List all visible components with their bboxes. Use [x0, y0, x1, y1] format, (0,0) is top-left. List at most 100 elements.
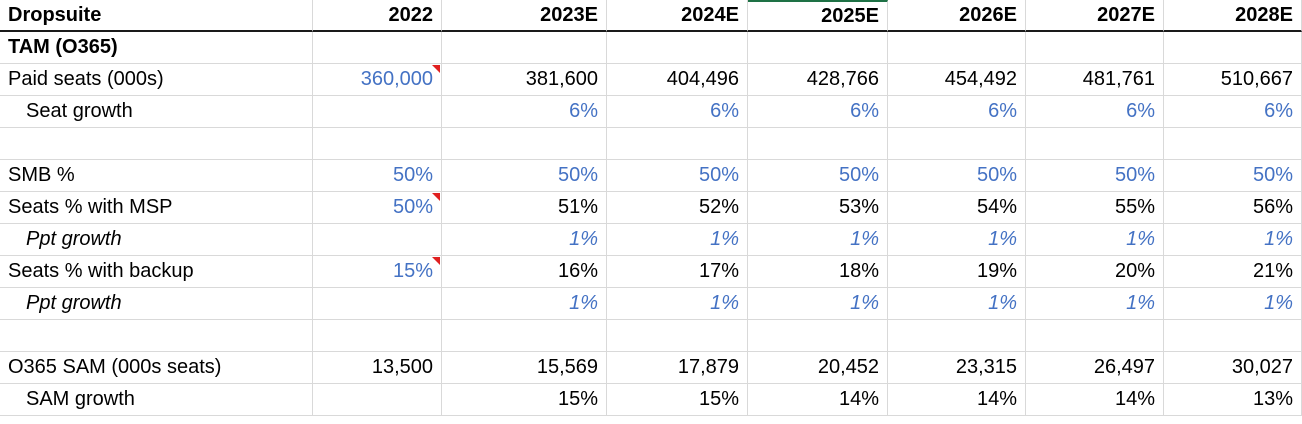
cell-sam-growth-2026e[interactable]: 14% [888, 384, 1026, 416]
cell-smb-pct-2028e[interactable]: 50% [1164, 160, 1302, 192]
cell-ppt-growth-msp-2023e[interactable]: 1% [442, 224, 607, 256]
cell-sam-growth-2025e[interactable]: 14% [748, 384, 888, 416]
cell-ppt-growth-backup-2027e[interactable]: 1% [1026, 288, 1164, 320]
cell-sam-growth-2024e[interactable]: 15% [607, 384, 748, 416]
cell-smb-pct-2022[interactable]: 50% [313, 160, 442, 192]
cell-blank-1[interactable] [1026, 128, 1164, 160]
cell-seat-growth-2028e[interactable]: 6% [1164, 96, 1302, 128]
cell-sam-growth-2022[interactable] [313, 384, 442, 416]
cell-blank-2[interactable] [607, 320, 748, 352]
cell-ppt-growth-backup-2028e[interactable]: 1% [1164, 288, 1302, 320]
cell-o365-sam-2028e[interactable]: 30,027 [1164, 352, 1302, 384]
cell-sam-growth-2027e[interactable]: 14% [1026, 384, 1164, 416]
cell-tam-2023e[interactable] [442, 32, 607, 64]
cell-paid-seats-2024e[interactable]: 404,496 [607, 64, 748, 96]
cell-paid-seats-2026e[interactable]: 454,492 [888, 64, 1026, 96]
cell-seats-backup-2027e[interactable]: 20% [1026, 256, 1164, 288]
comment-indicator-icon[interactable] [432, 193, 440, 201]
cell-ppt-growth-backup-2022[interactable] [313, 288, 442, 320]
cell-ppt-growth-backup-2026e[interactable]: 1% [888, 288, 1026, 320]
header-title-cell[interactable]: Dropsuite [0, 0, 313, 32]
header-year-2023e[interactable]: 2023E [442, 0, 607, 32]
cell-sam-growth-2028e[interactable]: 13% [1164, 384, 1302, 416]
cell-seats-msp-2023e[interactable]: 51% [442, 192, 607, 224]
cell-ppt-growth-msp-2027e[interactable]: 1% [1026, 224, 1164, 256]
row-label-seats-msp[interactable]: Seats % with MSP [0, 192, 313, 224]
cell-o365-sam-2022[interactable]: 13,500 [313, 352, 442, 384]
cell-seats-backup-2023e[interactable]: 16% [442, 256, 607, 288]
cell-smb-pct-2024e[interactable]: 50% [607, 160, 748, 192]
cell-seats-msp-2025e[interactable]: 53% [748, 192, 888, 224]
cell-sam-growth-2023e[interactable]: 15% [442, 384, 607, 416]
cell-ppt-growth-msp-2024e[interactable]: 1% [607, 224, 748, 256]
cell-blank-1[interactable] [1164, 128, 1302, 160]
cell-seats-backup-2028e[interactable]: 21% [1164, 256, 1302, 288]
cell-blank-1[interactable] [607, 128, 748, 160]
cell-ppt-growth-msp-2025e[interactable]: 1% [748, 224, 888, 256]
cell-seat-growth-2025e[interactable]: 6% [748, 96, 888, 128]
cell-o365-sam-2026e[interactable]: 23,315 [888, 352, 1026, 384]
cell-seats-msp-2028e[interactable]: 56% [1164, 192, 1302, 224]
row-label-ppt-growth-backup[interactable]: Ppt growth [0, 288, 313, 320]
cell-blank-2[interactable] [1164, 320, 1302, 352]
cell-tam-2025e[interactable] [748, 32, 888, 64]
header-year-2022[interactable]: 2022 [313, 0, 442, 32]
cell-ppt-growth-backup-2025e[interactable]: 1% [748, 288, 888, 320]
cell-seats-backup-2022[interactable]: 15% [313, 256, 442, 288]
row-label-seats-backup[interactable]: Seats % with backup [0, 256, 313, 288]
cell-blank-1[interactable] [748, 128, 888, 160]
cell-seats-backup-2025e[interactable]: 18% [748, 256, 888, 288]
cell-smb-pct-2025e[interactable]: 50% [748, 160, 888, 192]
row-label-o365-sam[interactable]: O365 SAM (000s seats) [0, 352, 313, 384]
cell-o365-sam-2023e[interactable]: 15,569 [442, 352, 607, 384]
cell-ppt-growth-msp-2022[interactable] [313, 224, 442, 256]
cell-seats-msp-2024e[interactable]: 52% [607, 192, 748, 224]
cell-seats-backup-2024e[interactable]: 17% [607, 256, 748, 288]
comment-indicator-icon[interactable] [432, 65, 440, 73]
cell-tam-2027e[interactable] [1026, 32, 1164, 64]
cell-blank-1[interactable] [442, 128, 607, 160]
cell-seats-msp-2026e[interactable]: 54% [888, 192, 1026, 224]
cell-o365-sam-2027e[interactable]: 26,497 [1026, 352, 1164, 384]
cell-ppt-growth-backup-2023e[interactable]: 1% [442, 288, 607, 320]
cell-seat-growth-2026e[interactable]: 6% [888, 96, 1026, 128]
cell-paid-seats-2027e[interactable]: 481,761 [1026, 64, 1164, 96]
cell-seats-backup-2026e[interactable]: 19% [888, 256, 1026, 288]
cell-tam-2022[interactable] [313, 32, 442, 64]
cell-tam-2026e[interactable] [888, 32, 1026, 64]
cell-seats-msp-2027e[interactable]: 55% [1026, 192, 1164, 224]
row-label-sam-growth[interactable]: SAM growth [0, 384, 313, 416]
row-label-paid-seats[interactable]: Paid seats (000s) [0, 64, 313, 96]
cell-paid-seats-2022[interactable]: 360,000 [313, 64, 442, 96]
comment-indicator-icon[interactable] [432, 257, 440, 265]
row-label-ppt-growth-msp[interactable]: Ppt growth [0, 224, 313, 256]
cell-blank-2[interactable] [748, 320, 888, 352]
header-year-2027e[interactable]: 2027E [1026, 0, 1164, 32]
cell-blank-2[interactable] [1026, 320, 1164, 352]
cell-paid-seats-2025e[interactable]: 428,766 [748, 64, 888, 96]
cell-smb-pct-2027e[interactable]: 50% [1026, 160, 1164, 192]
cell-ppt-growth-msp-2028e[interactable]: 1% [1164, 224, 1302, 256]
cell-smb-pct-2026e[interactable]: 50% [888, 160, 1026, 192]
header-year-2024e[interactable]: 2024E [607, 0, 748, 32]
header-year-2026e[interactable]: 2026E [888, 0, 1026, 32]
cell-seat-growth-2023e[interactable]: 6% [442, 96, 607, 128]
cell-paid-seats-2023e[interactable]: 381,600 [442, 64, 607, 96]
cell-seat-growth-2022[interactable] [313, 96, 442, 128]
cell-o365-sam-2025e[interactable]: 20,452 [748, 352, 888, 384]
cell-seat-growth-2024e[interactable]: 6% [607, 96, 748, 128]
cell-blank-2[interactable] [888, 320, 1026, 352]
row-label-seat-growth[interactable]: Seat growth [0, 96, 313, 128]
cell-smb-pct-2023e[interactable]: 50% [442, 160, 607, 192]
row-label-blank-2[interactable] [0, 320, 313, 352]
cell-tam-2028e[interactable] [1164, 32, 1302, 64]
cell-blank-2[interactable] [313, 320, 442, 352]
header-year-2028e[interactable]: 2028E [1164, 0, 1302, 32]
cell-ppt-growth-backup-2024e[interactable]: 1% [607, 288, 748, 320]
header-year-2025e[interactable]: 2025E [748, 0, 888, 32]
cell-seat-growth-2027e[interactable]: 6% [1026, 96, 1164, 128]
row-label-smb-pct[interactable]: SMB % [0, 160, 313, 192]
cell-tam-2024e[interactable] [607, 32, 748, 64]
row-label-tam[interactable]: TAM (O365) [0, 32, 313, 64]
cell-seats-msp-2022[interactable]: 50% [313, 192, 442, 224]
